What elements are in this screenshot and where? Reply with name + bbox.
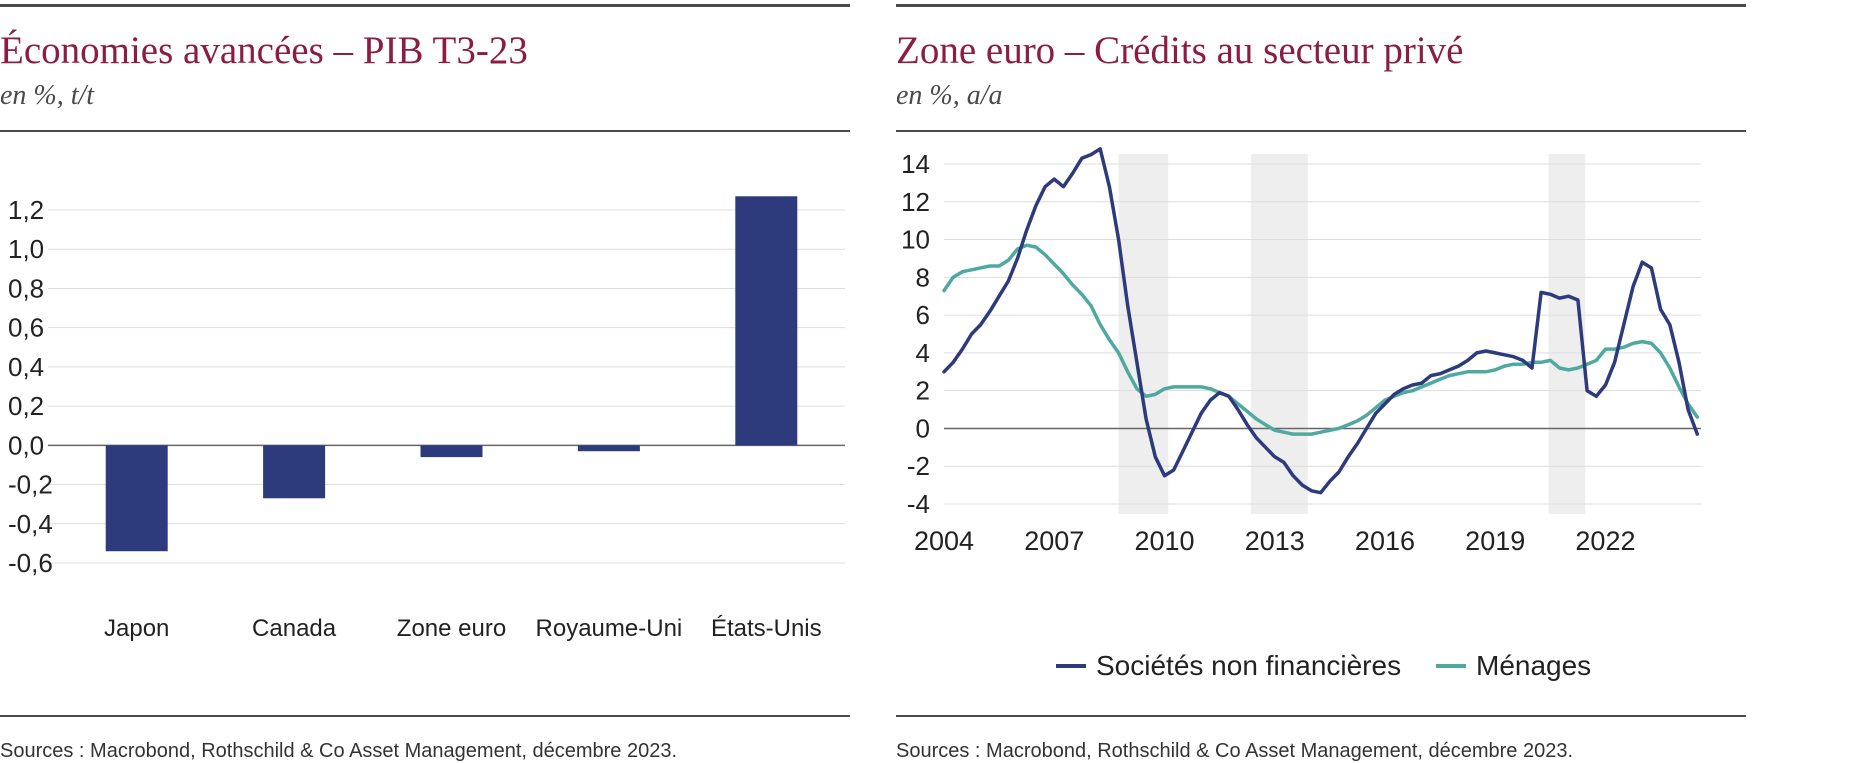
y-tick-label: 12 (901, 187, 930, 217)
y-tick-label: 10 (901, 225, 930, 255)
y-tick-label: 6 (916, 300, 930, 330)
x-tick-label: 2019 (1465, 526, 1525, 556)
series-line (942, 147, 1700, 495)
x-tick-label: États-Unis (711, 615, 822, 642)
y-tick-label: 1,0 (8, 234, 44, 264)
legend-label: Ménages (1476, 650, 1592, 681)
gdp-panel: Économies avancées – PIB T3-23 en %, t/t… (0, 0, 850, 762)
y-tick-label: 0,8 (8, 273, 44, 303)
y-tick-label: -0,4 (8, 509, 53, 539)
x-tick-label: Zone euro (397, 615, 506, 642)
source-note: Sources : Macrobond, Rothschild & Co Ass… (896, 740, 1574, 762)
chart-subtitle: en %, t/t (0, 80, 95, 111)
y-tick-label: 1,2 (8, 195, 44, 225)
y-tick-label: -0,6 (8, 548, 53, 578)
y-tick-label: -0,2 (8, 470, 53, 500)
y-tick-label: -4 (907, 489, 930, 519)
y-tick-label: 0,6 (8, 313, 44, 343)
source-note: Sources : Macrobond, Rothschild & Co Ass… (0, 740, 678, 762)
top-rule (0, 4, 850, 7)
recession-shade (1250, 154, 1308, 514)
header-rule (0, 130, 850, 132)
footer-rule (896, 715, 1746, 717)
y-tick-label: 14 (901, 149, 930, 179)
x-tick-label: Royaume-Uni (536, 615, 683, 642)
top-rule (896, 4, 1746, 7)
bar (420, 445, 483, 458)
y-tick-label: -2 (907, 451, 930, 481)
bar (263, 445, 326, 499)
recession-shade (1548, 154, 1586, 514)
legend-item-societes: Sociétés non financières (1056, 650, 1401, 682)
y-tick-label: 4 (916, 338, 930, 368)
legend-label: Sociétés non financières (1096, 650, 1402, 681)
legend-swatch (1056, 664, 1086, 668)
bar (105, 445, 168, 552)
header-rule (896, 130, 1746, 132)
x-tick-label: 2010 (1134, 526, 1194, 556)
x-tick-label: 2013 (1245, 526, 1305, 556)
footer-rule (0, 715, 850, 717)
x-tick-label: 2022 (1575, 526, 1635, 556)
chart-title: Zone euro – Crédits au secteur privé (896, 29, 1464, 72)
x-tick-label: Canada (252, 615, 337, 642)
y-tick-label: 0,4 (8, 352, 44, 382)
x-tick-label: 2004 (914, 526, 974, 556)
x-tick-label: Japon (104, 615, 169, 642)
series-line (942, 243, 1700, 436)
credit-panel: Zone euro – Crédits au secteur privé en … (896, 0, 1746, 762)
y-tick-label: 8 (916, 262, 930, 292)
x-tick-label: 2016 (1355, 526, 1415, 556)
chart-subtitle: en %, a/a (896, 80, 1003, 111)
gdp-bar-chart: 1,2 1,0 0,8 0,6 0,4 0,2 0,0 -0,2 -0,4 -0,6 Japon Ca… (8, 195, 845, 642)
credit-line-chart: 14 12 10 8 6 4 2 0 -2 -4 2004 2007 2010 2013 2016 2019 2… (901, 147, 1701, 556)
y-tick-label: 0,2 (8, 391, 44, 421)
y-tick-label: 2 (916, 376, 930, 406)
bar (577, 445, 640, 452)
y-tick-label: 0,0 (8, 430, 44, 460)
x-tick-label: 2007 (1024, 526, 1084, 556)
y-tick-label: 0 (916, 413, 930, 443)
legend-swatch (1436, 664, 1466, 668)
legend-item-menages: Ménages (1436, 650, 1591, 682)
chart-title: Économies avancées – PIB T3-23 (0, 29, 528, 72)
bar (735, 196, 798, 446)
recession-shade (1118, 154, 1169, 514)
